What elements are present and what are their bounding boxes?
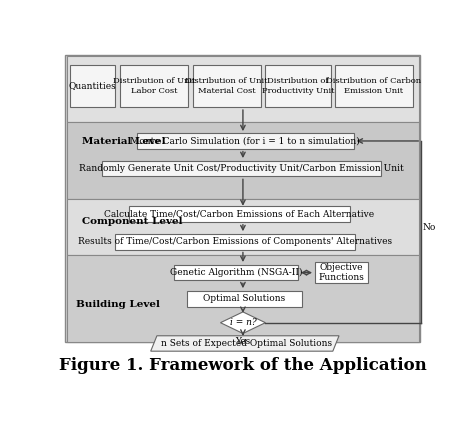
Text: Calculate Time/Cost/Carbon Emissions of Each Alternative: Calculate Time/Cost/Carbon Emissions of … (104, 209, 374, 219)
Bar (115, 234, 356, 250)
Text: Optimal Solutions: Optimal Solutions (203, 294, 286, 303)
Bar (67, 199, 419, 255)
Text: Figure 1. Framework of the Application: Figure 1. Framework of the Application (59, 357, 427, 374)
Bar (192, 65, 261, 107)
Bar (315, 262, 368, 283)
Bar (67, 122, 419, 199)
Text: Monte Carlo Simulation (for i = 1 to n simulation): Monte Carlo Simulation (for i = 1 to n s… (130, 137, 360, 145)
Polygon shape (151, 336, 339, 351)
Text: Distribution of Unit
Labor Cost: Distribution of Unit Labor Cost (112, 77, 195, 95)
Bar (137, 133, 354, 149)
Bar (70, 65, 115, 107)
Bar (335, 65, 413, 107)
Bar (129, 206, 350, 222)
Text: Distribution of Carbon
Emission Unit: Distribution of Carbon Emission Unit (326, 77, 421, 95)
Text: Building Level: Building Level (76, 301, 160, 310)
Bar (174, 265, 298, 280)
Bar (67, 56, 419, 122)
Bar (65, 55, 420, 342)
Bar (120, 65, 188, 107)
Polygon shape (220, 312, 265, 333)
Bar (187, 291, 302, 307)
Bar (67, 255, 419, 342)
Text: Genetic Algorithm (NSGA-II): Genetic Algorithm (NSGA-II) (170, 268, 302, 277)
Text: Objective
Functions: Objective Functions (319, 263, 365, 282)
Text: Material Level: Material Level (82, 137, 166, 146)
Text: Distribution of
Productivity Unit: Distribution of Productivity Unit (262, 77, 334, 95)
Text: Results of Time/Cost/Carbon Emissions of Components' Alternatives: Results of Time/Cost/Carbon Emissions of… (78, 237, 392, 246)
Text: Distribution of Unit
Material Cost: Distribution of Unit Material Cost (185, 77, 268, 95)
Text: No: No (423, 223, 436, 232)
Text: Quantities: Quantities (69, 81, 117, 90)
Text: Component Level: Component Level (82, 218, 183, 226)
Text: Randomly Generate Unit Cost/Productivity Unit/Carbon Emission Unit: Randomly Generate Unit Cost/Productivity… (79, 164, 404, 173)
Bar (265, 65, 330, 107)
Text: i = n?: i = n? (229, 318, 256, 327)
Bar (102, 161, 381, 176)
Text: n Sets of Expected Optimal Solutions: n Sets of Expected Optimal Solutions (161, 339, 332, 348)
Text: Yes: Yes (235, 338, 251, 346)
